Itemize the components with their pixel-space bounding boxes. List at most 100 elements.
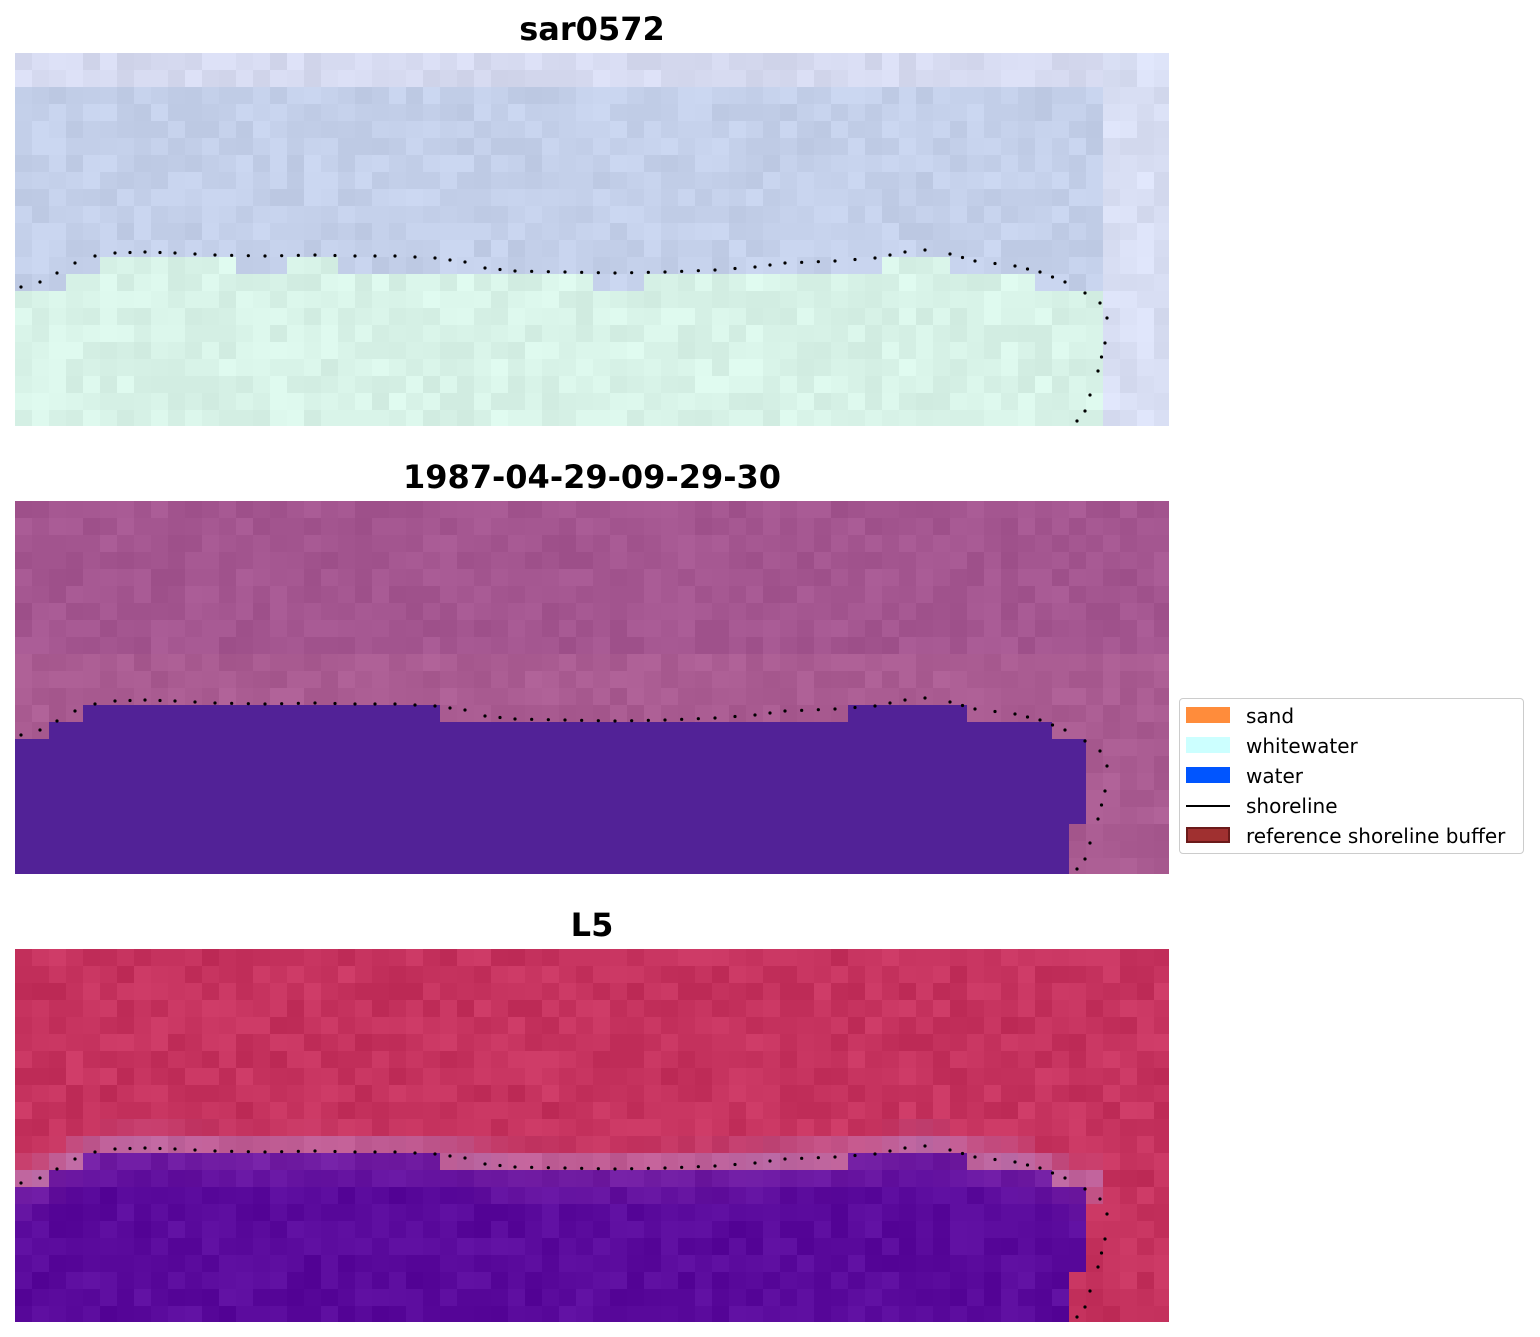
shoreline-point [93, 1150, 97, 1154]
shoreline-point [733, 266, 737, 271]
shoreline-point [816, 708, 820, 712]
shoreline-point [333, 701, 337, 706]
shoreline-point [530, 269, 534, 273]
shoreline-point [713, 268, 717, 272]
shoreline-point [246, 1150, 250, 1154]
shoreline-point [353, 702, 357, 706]
shoreline-point [128, 1146, 132, 1151]
shoreline-point [1050, 275, 1055, 279]
shoreline-line-icon [1186, 805, 1230, 807]
shoreline-point [903, 1146, 907, 1150]
shoreline-point [853, 705, 857, 710]
shoreline-point [393, 254, 397, 258]
sar-image-panel [15, 53, 1169, 426]
shoreline-point [713, 1164, 717, 1168]
shoreline-point [663, 1166, 667, 1170]
shoreline-point [948, 252, 952, 256]
legend-label-sand: sand [1246, 704, 1295, 728]
classified-pixels [15, 501, 1169, 874]
shoreline-point [948, 1148, 952, 1152]
shoreline-point [230, 701, 234, 705]
shoreline-point [733, 714, 737, 719]
shoreline-point [973, 707, 977, 711]
shoreline-point [888, 1149, 892, 1153]
shoreline-point [280, 254, 284, 258]
shoreline-point [973, 1155, 977, 1159]
shoreline-point [296, 701, 300, 705]
shoreline-point [960, 703, 965, 708]
panel-title-sar: sar0572 [519, 10, 665, 48]
shoreline-point [333, 253, 337, 258]
shoreline-point [993, 1157, 997, 1162]
shoreline-point [768, 263, 772, 267]
shoreline-point [663, 270, 667, 274]
shoreline-point [193, 252, 197, 256]
mndwi-shoreline [19, 1144, 1109, 1319]
shoreline-point [173, 1147, 177, 1151]
shoreline-point [680, 717, 684, 721]
shoreline-point [960, 255, 965, 260]
shoreline-point [753, 265, 757, 269]
shoreline-point [113, 1147, 117, 1151]
shoreline-point [646, 270, 650, 274]
shoreline-point [873, 256, 877, 260]
legend-item-shoreline: shoreline [1186, 795, 1516, 817]
legend-item-reference-buffer: reference shoreline buffer [1186, 825, 1516, 847]
shoreline-point [19, 733, 23, 737]
mndwi-raster [15, 949, 1169, 1322]
shoreline-point [1050, 1171, 1055, 1175]
shoreline-point [1075, 867, 1079, 871]
shoreline-point [783, 709, 787, 713]
shoreline-point [1025, 267, 1030, 271]
shoreline-point [833, 1155, 837, 1159]
shoreline-point [873, 1152, 877, 1156]
shoreline-point [498, 267, 502, 272]
shoreline-point [696, 269, 700, 273]
shoreline-point [1038, 270, 1042, 274]
shoreline-point [1103, 789, 1107, 793]
shoreline-point [1063, 728, 1067, 732]
shoreline-point [213, 701, 217, 705]
shoreline-point [230, 1149, 234, 1153]
shoreline-point [580, 270, 584, 274]
shoreline-point [280, 1150, 284, 1154]
shoreline-point [563, 1166, 567, 1170]
shoreline-point [373, 254, 377, 258]
sar-pixels [15, 53, 1169, 426]
shoreline-point [313, 253, 317, 257]
shoreline-point [333, 1149, 337, 1154]
shoreline-point [93, 702, 97, 706]
shoreline-point [313, 701, 317, 705]
shoreline-point [128, 698, 132, 703]
shoreline-point [19, 285, 23, 289]
shoreline-point [193, 1148, 197, 1152]
shoreline-point [833, 259, 837, 263]
shoreline-point [596, 271, 600, 275]
mndwi-pixels [15, 949, 1169, 1322]
shoreline-point [663, 718, 667, 722]
shoreline-point [173, 699, 177, 703]
shoreline-point [1013, 1160, 1017, 1164]
shoreline-point [680, 269, 684, 273]
shoreline-point [613, 719, 617, 723]
shoreline-point [646, 1166, 650, 1170]
shoreline-point [800, 1156, 804, 1160]
shoreline-point [38, 280, 42, 284]
shoreline-point [1105, 1212, 1109, 1216]
mndwi-image-panel [15, 949, 1169, 1322]
shoreline-point [1099, 803, 1104, 807]
shoreline-point [816, 1156, 820, 1160]
shoreline-point [546, 270, 550, 274]
classified-image-panel [15, 501, 1169, 874]
shoreline-point [1075, 419, 1079, 423]
shoreline-point [55, 1167, 59, 1171]
panel-title-date: 1987-04-29-09-29-30 [402, 458, 782, 496]
shoreline-point [563, 270, 567, 274]
shoreline-point [433, 704, 437, 708]
shoreline-point [768, 1159, 772, 1163]
shoreline-point [246, 702, 250, 706]
shoreline-point [498, 1163, 502, 1168]
shoreline-point [93, 254, 97, 258]
shoreline-point [680, 1165, 684, 1169]
shoreline-point [143, 250, 147, 254]
